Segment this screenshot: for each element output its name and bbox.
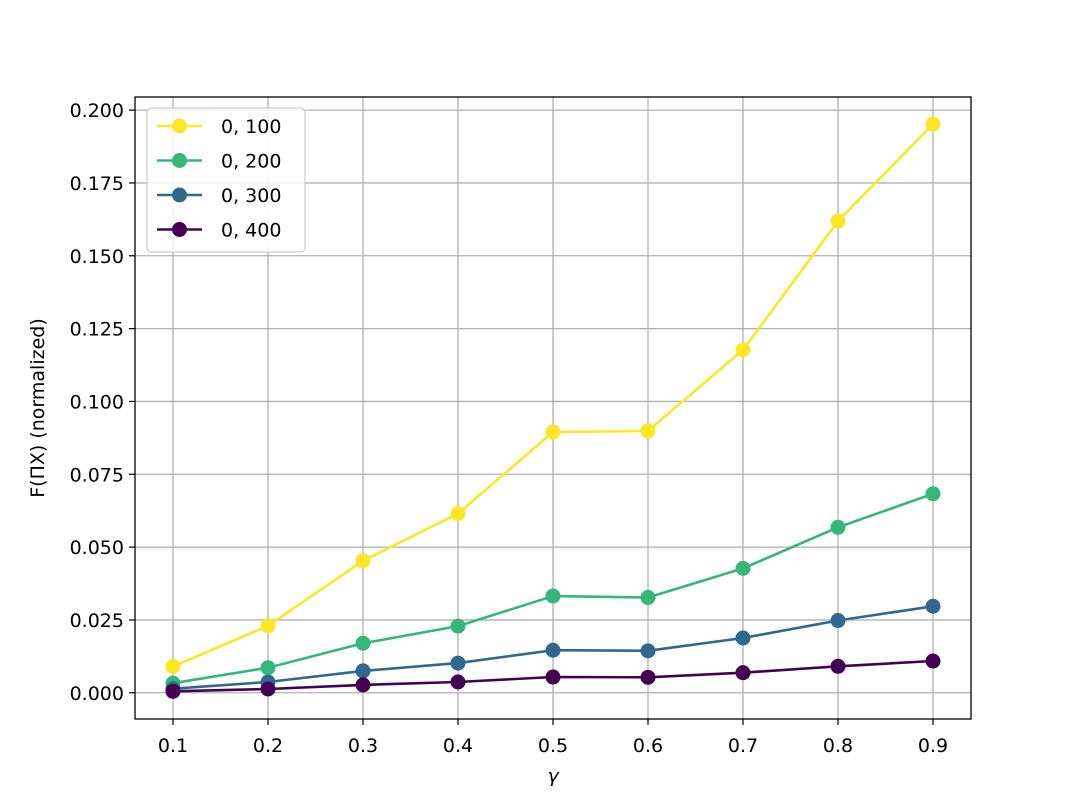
legend-item: 0, 300: [157, 185, 281, 207]
data-point: [165, 659, 181, 675]
legend-marker: [172, 118, 187, 134]
legend-item: 0, 100: [157, 116, 281, 138]
data-point: [640, 669, 656, 685]
legend-marker: [172, 187, 187, 203]
data-point: [545, 642, 561, 658]
data-point: [355, 663, 371, 679]
data-point: [260, 681, 276, 697]
legend: 0, 100 0, 200 0, 300 0, 400: [146, 107, 306, 253]
x-tick-label: 0.7: [728, 735, 758, 757]
legend-item: 0, 200: [157, 151, 281, 173]
data-point: [355, 553, 371, 569]
y-tick-label: 0.125: [70, 319, 124, 341]
data-point: [450, 618, 466, 634]
y-tick-label: 0.025: [70, 610, 124, 632]
data-point: [735, 342, 751, 358]
data-point: [925, 653, 941, 669]
x-axis-title: γ: [547, 765, 560, 787]
data-point: [925, 598, 941, 614]
y-tick-label: 0.200: [70, 100, 124, 122]
data-point: [735, 630, 751, 646]
data-point: [165, 683, 181, 699]
series-layer: [165, 116, 941, 699]
legend-label: 0, 300: [221, 185, 281, 207]
legend-item: 0, 400: [157, 220, 281, 242]
series-2: [165, 598, 941, 697]
legend-label: 0, 400: [221, 220, 281, 242]
x-tick-label: 0.6: [633, 735, 663, 757]
data-point: [640, 590, 656, 606]
data-point: [545, 424, 561, 440]
series-0: [165, 116, 941, 675]
y-tick-label: 0.000: [70, 683, 124, 705]
legend-box: [146, 107, 306, 253]
y-tick-label: 0.175: [70, 173, 124, 195]
y-axis: 0.000 0.025 0.050 0.075 0.100 0.125 0.150 0.175…: [70, 100, 135, 705]
y-tick-label: 0.075: [70, 464, 124, 486]
data-point: [450, 506, 466, 522]
data-point: [260, 618, 276, 634]
legend-label: 0, 200: [221, 151, 281, 173]
data-point: [640, 423, 656, 439]
y-tick-label: 0.150: [70, 246, 124, 268]
series-3: [165, 653, 941, 699]
data-point: [545, 669, 561, 685]
x-tick-label: 0.9: [918, 735, 948, 757]
x-tick-label: 0.8: [823, 735, 853, 757]
data-point: [355, 677, 371, 693]
data-point: [450, 655, 466, 671]
data-point: [735, 560, 751, 576]
legend-marker: [172, 153, 187, 168]
legend-marker: [172, 222, 187, 237]
y-tick-label: 0.050: [70, 537, 124, 559]
x-tick-label: 0.3: [348, 735, 378, 757]
data-point: [830, 658, 846, 674]
x-tick-label: 0.5: [538, 735, 568, 757]
data-point: [925, 116, 941, 132]
x-axis: 0.1 0.2 0.3 0.4 0.5 0.6 0.7 0.8 0.9: [158, 719, 948, 757]
data-point: [545, 588, 561, 604]
data-point: [735, 665, 751, 681]
legend-label: 0, 100: [221, 116, 281, 138]
data-point: [640, 643, 656, 659]
x-tick-label: 0.2: [253, 735, 283, 757]
y-axis-title: F(ΠX) (normalized): [27, 318, 49, 498]
data-point: [830, 519, 846, 535]
series-1: [165, 486, 941, 691]
data-point: [830, 213, 846, 229]
data-point: [450, 674, 466, 690]
x-tick-label: 0.1: [158, 735, 188, 757]
data-point: [355, 635, 371, 651]
x-tick-label: 0.4: [443, 735, 473, 757]
data-point: [830, 613, 846, 629]
data-point: [260, 660, 276, 676]
y-tick-label: 0.100: [70, 391, 124, 413]
data-point: [925, 486, 941, 502]
